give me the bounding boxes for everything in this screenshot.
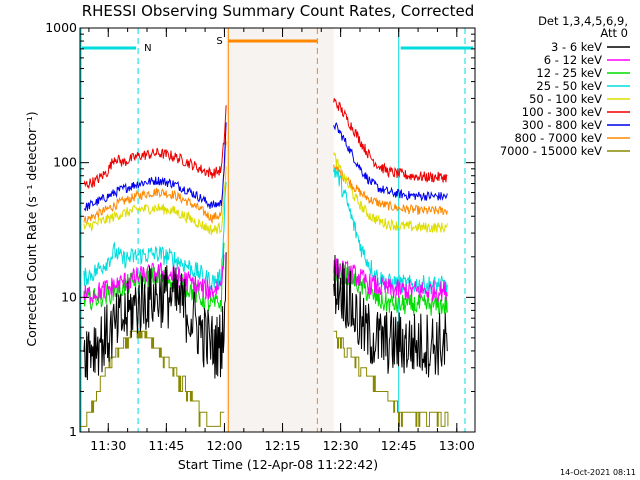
data-gap-region [226,28,334,432]
series-6-12-kev-segment-1 [83,254,225,304]
series-300-800-kev-segment-1 [83,122,227,212]
x-tick-label: 13:00 [439,438,475,453]
legend-entry-label: 6 - 12 keV [544,53,602,67]
y-tick-label: 100 [53,155,77,170]
series-3-6-kev-segment-1 [83,252,227,381]
legend-header: Att 0 [600,26,628,40]
x-tick-label: 12:45 [381,438,417,453]
x-tick-label: 11:45 [148,438,184,453]
series-800-7000-kev-segment-1 [83,141,227,225]
legend-entry-label: 100 - 300 keV [522,105,602,119]
legend-entry-label: 3 - 6 keV [551,40,602,54]
axes: 1 10 100 1000 11:30 11:45 12:00 12:15 12:30 12:45… [45,20,476,453]
y-axis-label: Corrected Count Rate (s⁻¹ detector⁻¹) [24,111,39,346]
x-tick-label: 12:15 [265,438,301,453]
y-tick-label: 1000 [45,20,77,35]
series-800-7000-kev-segment-2 [333,164,448,216]
legend-entry-label: 300 - 800 keV [522,118,602,132]
plot-frame [79,27,476,433]
series-100-300-kev-segment-2 [333,98,448,184]
x-axis-label: Start Time (12-Apr-08 11:22:42) [178,457,378,472]
night-flag-label: N [144,43,151,54]
series-7000-15000-kev-segment-1 [80,330,225,427]
series-lines [80,98,449,427]
x-tick-label: 12:00 [206,438,242,453]
y-tick-label: 1 [69,424,77,439]
chart-title: RHESSI Observing Summary Count Rates, Co… [82,2,475,20]
x-tick-label: 12:30 [323,438,359,453]
x-tick-label: 11:30 [90,438,126,453]
series-7000-15000-kev-segment-2 [333,330,449,427]
series-100-300-kev-segment-1 [83,105,227,190]
series-25-50-kev-segment-1 [83,181,227,291]
legend-entry-label: 25 - 50 keV [536,79,602,93]
series-300-800-kev-segment-2 [333,122,448,202]
legend-entry-label: 7000 - 15000 keV [500,144,602,158]
series-50-100-kev-segment-2 [333,152,448,234]
y-tick-label: 10 [61,289,77,304]
legend-header: Det 1,3,4,5,6,9, [538,14,628,28]
series-50-100-kev-segment-1 [83,166,227,236]
series-3-6-kev-segment-2 [333,254,448,378]
legend-entry-label: 800 - 7000 keV [514,131,602,145]
legend-entry-label: 50 - 100 keV [529,92,602,106]
series-6-12-kev-segment-2 [333,258,448,303]
saa-flag-label: S [216,36,222,47]
timestamp: 14-Oct-2021 08:11 [560,468,636,477]
legend-entry-label: 12 - 25 keV [536,66,602,80]
plot-background [80,28,475,432]
